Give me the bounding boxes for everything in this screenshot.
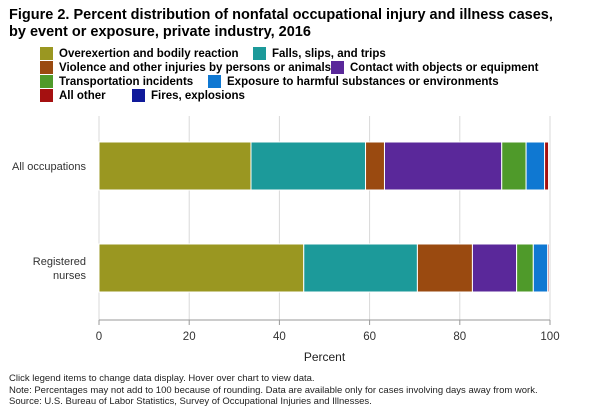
bar-registered-nurses-falls-slips-and-trips [303, 243, 418, 293]
legend-swatch [208, 75, 221, 88]
tick-label-x-0: 0 [96, 331, 102, 343]
legend-swatch [40, 47, 53, 60]
chart-legend: Overexertion and bodily reaction Falls, s… [0, 0, 590, 110]
chart-notes: Click legend items to change data displa… [9, 373, 584, 408]
chart-title-line-1: Figure 2. Percent distribution of nonfat… [9, 7, 553, 23]
category-label-registered-nurses: nurses [53, 270, 87, 282]
bar-all-occupations-falls-slips-and-trips [250, 141, 367, 191]
bar-all-occupations-transportation-incidents [501, 141, 527, 191]
legend-item-overexertion-and-bodily-reaction[interactable]: Overexertion and bodily reaction [40, 47, 239, 60]
legend-item-all-other[interactable]: All other [40, 89, 106, 102]
legend-swatch [40, 89, 53, 102]
category-label-registered-nurses: Registered [33, 256, 86, 268]
legend-item-contact-with-objects-or-equipment[interactable]: Contact with objects or equipment [331, 61, 538, 74]
tick-label-x-40: 40 [273, 331, 286, 343]
legend-label: All other [59, 89, 106, 102]
bar-all-occupations-overexertion-and-bodily-reaction [98, 141, 252, 191]
bar-registered-nurses-exposure-to-harmful-substances-or-environments [532, 243, 549, 293]
bar-all-occupations-contact-with-objects-or-equipment [383, 141, 503, 191]
legend-swatch [40, 61, 53, 74]
bar-all-occupations-all-other [544, 141, 550, 191]
category-label-all-occupations: All occupations [12, 161, 86, 173]
legend-item-exposure-to-harmful-substances-or-environments[interactable]: Exposure to harmful substances or enviro… [208, 75, 499, 88]
bar-registered-nurses-overexertion-and-bodily-reaction [98, 243, 305, 293]
chart-source: Source: U.S. Bureau of Labor Statistics,… [9, 396, 372, 407]
chart-note: Note: Percentages may not add to 100 bec… [9, 384, 538, 396]
bar-registered-nurses-contact-with-objects-or-equipment [471, 243, 518, 293]
bar-registered-nurses-all-other [547, 243, 550, 293]
tick-label-x-20: 20 [183, 331, 196, 343]
legend-label: Overexertion and bodily reaction [59, 47, 239, 60]
legend-item-fires-explosions[interactable]: Fires, explosions [132, 89, 245, 102]
legend-label: Falls, slips, and trips [272, 47, 386, 60]
legend-swatch [132, 89, 145, 102]
tick-label-x-100: 100 [540, 331, 559, 343]
legend-swatch [331, 61, 344, 74]
chart-plot[interactable]: 0 20 40 60 80 100 All occupations Registered nur… [0, 0, 590, 372]
chart-instructions: Click legend items to change data displa… [9, 373, 315, 384]
legend-swatch [253, 47, 266, 60]
bar-registered-nurses-violence-and-other-injuries-by-persons-or-animals [416, 243, 473, 293]
legend-swatch [40, 75, 53, 88]
bar-registered-nurses-transportation-incidents [516, 243, 534, 293]
legend-label: Violence and other injuries by persons o… [59, 61, 332, 74]
legend-label: Contact with objects or equipment [350, 61, 539, 74]
chart-title: Figure 2. Percent distribution of nonfat… [9, 7, 584, 41]
legend-item-violence-and-other-injuries-by-persons-or-animals[interactable]: Violence and other injuries by persons o… [40, 61, 331, 74]
legend-item-transportation-incidents[interactable]: Transportation incidents [40, 75, 193, 88]
legend-label: Exposure to harmful substances or enviro… [227, 75, 499, 88]
chart-title-line-2: by event or exposure, private industry, … [9, 24, 311, 40]
legend-item-falls-slips-and-trips[interactable]: Falls, slips, and trips [253, 47, 386, 60]
legend-label: Transportation incidents [59, 75, 194, 88]
bar-all-occupations-violence-and-other-injuries-by-persons-or-animals [365, 141, 385, 191]
tick-label-x-60: 60 [363, 331, 376, 343]
tick-label-x-80: 80 [453, 331, 466, 343]
legend-label: Fires, explosions [151, 89, 245, 102]
x-axis-title: Percent [304, 350, 346, 364]
bar-all-occupations-exposure-to-harmful-substances-or-environments [525, 141, 546, 191]
